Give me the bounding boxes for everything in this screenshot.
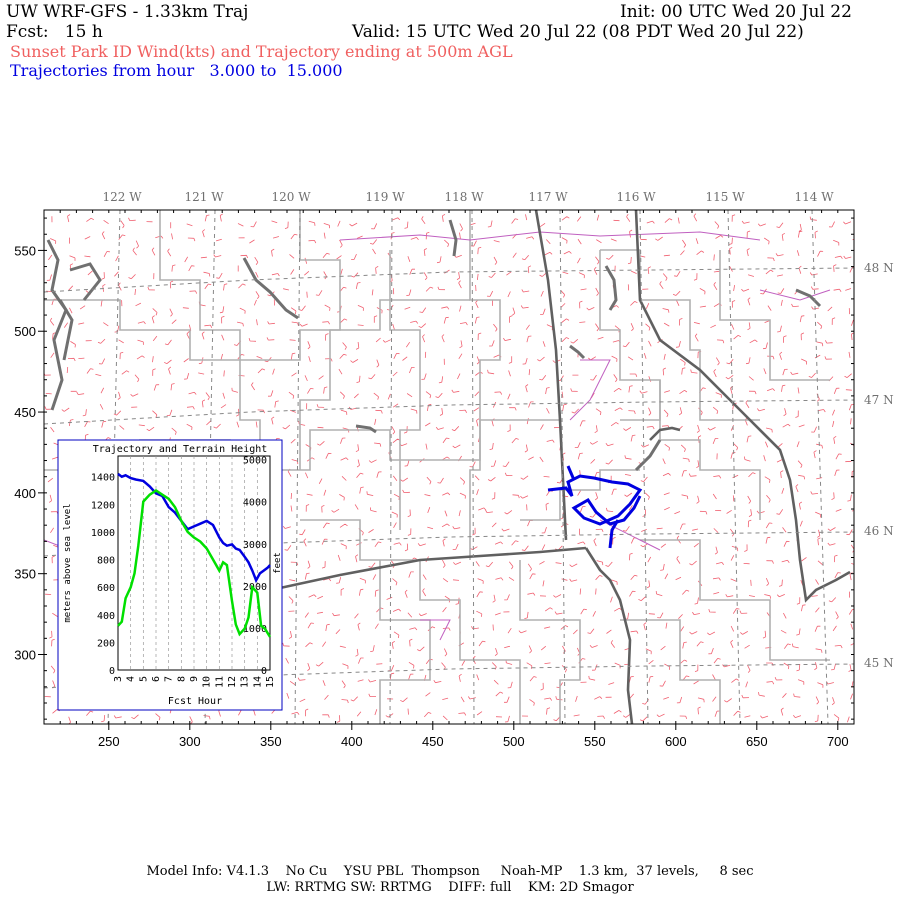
- inset-left-tick-0: 0: [109, 666, 115, 677]
- inset-hour-tick-3: 6: [151, 676, 162, 682]
- trajectory-range: Trajectories from hour 3.000 to 15.000: [10, 61, 343, 80]
- forecast-hour: Fcst: 15 h: [6, 22, 103, 42]
- inset-ylabel-right: feet: [273, 552, 283, 574]
- footer-model-info: Model Info: V4.1.3 No Cu YSU PBL Thompso…: [146, 864, 754, 879]
- inset-hour-tick-11: 14: [252, 676, 263, 688]
- x-tick-label-7: 600: [665, 734, 687, 749]
- inset-right-tick-0: 0: [261, 666, 267, 677]
- y-tick-label-1: 350: [14, 567, 36, 582]
- valid-time: Valid: 15 UTC Wed 20 Jul 22 (08 PDT Wed …: [352, 22, 804, 42]
- inset-left-tick-6: 1200: [91, 500, 115, 511]
- inset-left-ticks: 0 200 400 600 800 1000 1200 1400: [91, 473, 115, 677]
- inset-hour-tick-10: 13: [240, 676, 251, 688]
- inset-hour-tick-7: 10: [202, 676, 213, 688]
- inset-hour-tick-1: 4: [126, 676, 137, 682]
- latitude-labels: 48 N 47 N 46 N 45 N: [864, 261, 894, 670]
- x-tick-label-9: 700: [827, 734, 849, 749]
- longitude-label-5: 117 W: [528, 190, 568, 204]
- longitude-label-6: 116 W: [616, 190, 656, 204]
- longitude-label-0: 122 W: [102, 190, 142, 204]
- longitude-label-7: 115 W: [705, 190, 745, 204]
- state-boundaries: [279, 210, 851, 724]
- longitude-label-4: 118 W: [444, 190, 484, 204]
- latitude-label-2: 46 N: [864, 524, 894, 538]
- longitude-label-8: 114 W: [794, 190, 834, 204]
- inset-right-ticks: 0 1000 2000 3000 4000 5000: [243, 456, 267, 677]
- inset-right-tick-4: 4000: [243, 498, 267, 509]
- y-tick-label-2: 400: [14, 486, 36, 501]
- x-tick-label-6: 550: [584, 734, 606, 749]
- lakes-and-coast: [46, 219, 822, 472]
- y-tick-label-5: 550: [14, 243, 36, 258]
- latitude-label-1: 47 N: [864, 393, 894, 407]
- inset-hour-ticks: 3 4 5 6 7 8 9 10 11 12 13 14 15: [113, 676, 276, 688]
- x-tick-label-3: 400: [341, 734, 363, 749]
- model-title: UW WRF-GFS - 1.33km Traj: [6, 2, 249, 22]
- footer-physics-info: LW: RRTMG SW: RRTMG DIFF: full KM: 2D Sm…: [266, 880, 634, 895]
- latitude-label-0: 48 N: [864, 261, 894, 275]
- inset-left-tick-4: 800: [97, 556, 115, 567]
- x-tick-labels: 250 300 350 400 450 500 550 600 650 700: [98, 734, 849, 749]
- y-tick-label-4: 500: [14, 324, 36, 339]
- inset-right-tick-1: 1000: [243, 624, 267, 635]
- init-time: Init: 00 UTC Wed 20 Jul 22: [620, 2, 852, 22]
- inset-right-tick-3: 3000: [243, 540, 267, 551]
- terrain-height-line: [117, 488, 272, 638]
- inset-hour-tick-9: 12: [227, 676, 238, 688]
- inset-right-tick-5: 5000: [243, 456, 267, 467]
- trajectory-path: [547, 465, 643, 549]
- inset-right-tick-2: 2000: [243, 582, 267, 593]
- y-tick-labels: 300 350 400 450 500 550: [14, 243, 36, 662]
- inset-ylabel-left: meters above sea level: [63, 503, 73, 622]
- longitude-labels: 122 W 121 W 120 W 119 W 118 W 117 W 116 W 115 W…: [102, 190, 834, 204]
- x-tick-label-2: 350: [260, 734, 282, 749]
- inset-xlabel: Fcst Hour: [168, 696, 222, 707]
- longitude-label-2: 120 W: [271, 190, 311, 204]
- county-boundaries: [44, 210, 830, 724]
- inset-left-tick-5: 1000: [91, 528, 115, 539]
- longitude-label-3: 119 W: [365, 190, 405, 204]
- inset-hour-tick-6: 9: [189, 676, 200, 682]
- inset-hour-tick-12: 15: [265, 676, 276, 688]
- inset-hour-tick-0: 3: [113, 676, 124, 682]
- inset-hour-tick-2: 5: [138, 676, 149, 682]
- inset-frame: [57, 439, 283, 711]
- longitude-label-1: 121 W: [184, 190, 224, 204]
- inset-hour-tick-5: 8: [176, 676, 187, 682]
- x-tick-label-0: 250: [98, 734, 120, 749]
- x-tick-label-4: 450: [422, 734, 444, 749]
- trajectory-height-inset: Trajectory and Terrain Height 0200400600…: [57, 439, 283, 711]
- x-tick-label-8: 650: [746, 734, 768, 749]
- y-tick-label-3: 450: [14, 405, 36, 420]
- inset-hour-tick-8: 11: [214, 676, 225, 688]
- inset-left-tick-1: 200: [97, 638, 115, 649]
- latitude-label-3: 45 N: [864, 656, 894, 670]
- trajectory-height-line: [117, 472, 271, 584]
- x-tick-label-1: 300: [179, 734, 201, 749]
- inset-left-tick-2: 400: [97, 611, 115, 622]
- y-tick-label-0: 300: [14, 647, 36, 662]
- field-description: Sunset Park ID Wind(kts) and Trajectory …: [10, 42, 513, 61]
- x-tick-label-5: 500: [503, 734, 525, 749]
- inset-left-tick-3: 600: [97, 583, 115, 594]
- inset-hour-tick-4: 7: [164, 676, 175, 682]
- inset-left-tick-7: 1400: [91, 473, 115, 484]
- inset-title: Trajectory and Terrain Height: [93, 444, 268, 455]
